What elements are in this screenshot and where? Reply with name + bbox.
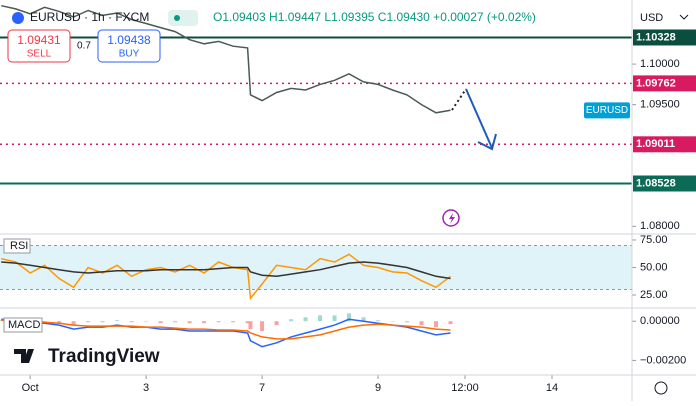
histogram-bar — [86, 321, 91, 323]
histogram-bar — [231, 321, 236, 323]
buy-price: 1.09438 — [107, 33, 151, 47]
level-tag — [633, 136, 696, 153]
histogram-bar — [318, 315, 323, 322]
histogram-bar — [289, 319, 294, 322]
rsi-band — [0, 245, 632, 290]
status-dot — [174, 15, 180, 21]
sell-label: SELL — [27, 49, 52, 60]
settings-icon[interactable] — [654, 381, 668, 395]
spread: 0.7 — [77, 41, 91, 52]
logo-dot — [29, 349, 33, 353]
histogram-bar — [248, 321, 253, 330]
histogram-bar — [448, 321, 453, 325]
forecast-dotted — [451, 88, 467, 111]
series-line — [1, 4, 451, 114]
histogram-bar — [260, 321, 265, 332]
histogram-bar — [361, 317, 366, 322]
histogram-bar — [173, 321, 178, 323]
y-tick-label: 50.00 — [640, 261, 668, 273]
x-tick-label: 12:00 — [451, 382, 479, 394]
histogram-bar — [158, 321, 163, 324]
level-label: 1.10328 — [636, 31, 676, 43]
histogram-bar — [347, 313, 352, 322]
currency[interactable]: USD — [640, 12, 663, 24]
x-tick-label: 3 — [143, 382, 149, 394]
level-label: 1.09762 — [636, 77, 676, 89]
symbol[interactable]: EURUSD · 1h · FXCM — [30, 10, 149, 24]
series-line — [1, 319, 451, 340]
histogram-bar — [115, 320, 120, 322]
histogram-bar — [144, 321, 149, 322]
level-label: 1.08528 — [636, 177, 676, 189]
level-tag — [633, 29, 696, 46]
logo-icon — [14, 349, 34, 363]
histogram-bar — [57, 321, 62, 324]
y-tick-label: 1.10000 — [640, 58, 680, 70]
x-tick-label: 7 — [259, 382, 265, 394]
histogram-bar — [71, 321, 76, 326]
y-tick-label: 1.08000 — [640, 220, 680, 232]
level-tag — [633, 175, 696, 192]
indicator-toggle[interactable] — [168, 10, 198, 26]
histogram-bar — [129, 321, 134, 323]
level-tag — [633, 75, 696, 92]
ohlc: O1.09403 H1.09447 L1.09395 C1.09430 +0.0… — [213, 10, 536, 24]
sell-button[interactable] — [7, 29, 71, 63]
forecast-arrowhead — [477, 133, 497, 151]
last-price-tag — [584, 102, 630, 119]
rsi-title: RSI — [10, 240, 28, 252]
series-line — [1, 261, 451, 280]
histogram-bar — [245, 321, 250, 324]
last-price-tag-label: EURUSD — [586, 105, 628, 116]
buy-button[interactable] — [97, 29, 161, 63]
histogram-bar — [303, 317, 308, 322]
y-tick-label: 1.09500 — [640, 99, 680, 111]
histogram-bar — [419, 321, 424, 326]
sell-price: 1.09431 — [17, 33, 61, 47]
y-tick-label: −0.00200 — [640, 354, 686, 366]
macd-title: MACD — [8, 319, 40, 331]
x-tick-label: 14 — [546, 382, 558, 394]
histogram-bar — [376, 320, 381, 322]
histogram-bar — [187, 321, 192, 324]
y-tick-label: 25.00 — [640, 289, 668, 301]
histogram-bar — [332, 315, 337, 322]
symbol-icon — [12, 12, 24, 24]
x-tick-label: Oct — [22, 382, 39, 394]
histogram-bar — [202, 321, 207, 324]
histogram-bar — [405, 321, 410, 323]
rsi-title-box[interactable] — [3, 238, 31, 254]
dropdown-arrow — [679, 14, 689, 20]
buy-label: BUY — [119, 49, 140, 60]
alert-bolt — [449, 213, 455, 224]
macd-title-box[interactable] — [3, 317, 43, 333]
series-line — [1, 318, 451, 348]
histogram-bar — [216, 321, 221, 323]
histogram-bar — [274, 321, 279, 326]
forecast-arrow — [465, 88, 493, 149]
logo: TradingView — [48, 346, 160, 367]
level-label: 1.09011 — [636, 138, 675, 150]
histogram-bar — [100, 321, 105, 323]
y-tick-label: 0.00000 — [640, 315, 680, 327]
histogram-bar — [390, 321, 395, 322]
x-tick-label: 9 — [375, 382, 381, 394]
histogram-bar — [434, 321, 439, 328]
y-tick-label: 75.00 — [640, 234, 668, 246]
